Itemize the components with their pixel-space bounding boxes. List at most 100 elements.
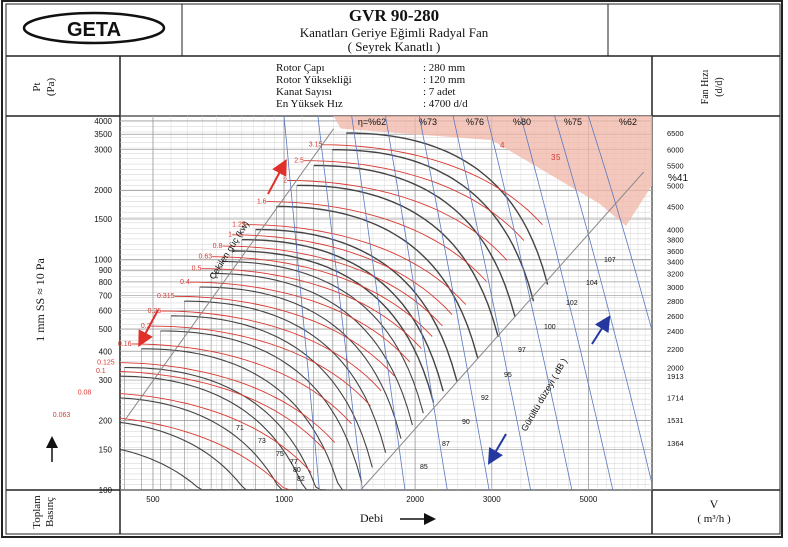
fan-speed-label: Fan Hızı xyxy=(700,69,711,104)
noise-down-arrow xyxy=(487,433,507,465)
x-tick-label: 1000 xyxy=(275,495,293,504)
power-down-arrow xyxy=(138,309,159,348)
power-curve xyxy=(150,325,371,407)
speed-label: 6000 xyxy=(667,146,684,155)
noise-label: 97 xyxy=(518,347,526,354)
efficiency-curve xyxy=(452,116,531,490)
speed-label: 3400 xyxy=(667,258,684,267)
spec-value: : 280 mm xyxy=(423,62,466,74)
x-tick-label: 2000 xyxy=(406,495,424,504)
speed-label: 6500 xyxy=(667,129,684,138)
power-curve xyxy=(120,417,291,490)
noise-label: 73 xyxy=(258,438,266,445)
power-curve-label: 4 xyxy=(500,141,505,150)
speed-curve xyxy=(120,448,258,490)
power-label: 0.5 xyxy=(192,266,202,273)
y-tick-label: 4000 xyxy=(94,117,112,126)
speed-label: 3200 xyxy=(667,270,684,279)
speed-label: 2200 xyxy=(667,345,684,354)
power-curve xyxy=(120,362,336,443)
speed-curve xyxy=(211,272,413,426)
power-curve xyxy=(304,160,525,241)
speed-curve xyxy=(120,421,282,490)
speed-curve xyxy=(296,184,499,338)
speed-label: 2400 xyxy=(667,327,684,336)
noise-up-arrow xyxy=(591,315,611,345)
speed-label: 1531 xyxy=(667,416,684,425)
power-curve xyxy=(232,234,453,316)
power-curve xyxy=(266,201,487,282)
power-label: 2 xyxy=(283,177,287,184)
model-title: GVR 90-280 xyxy=(349,6,439,25)
x-axis-title: Debi xyxy=(360,511,384,525)
power-label: 3.15 xyxy=(309,142,323,149)
efficiency-curve xyxy=(520,116,614,490)
speed-label: 1364 xyxy=(667,439,684,448)
power-curve xyxy=(245,224,467,305)
y-tick-label: 300 xyxy=(99,376,113,385)
spec-value: : 120 mm xyxy=(423,74,466,86)
geta-logo: GETA xyxy=(22,11,166,45)
efficiency-curve xyxy=(351,116,406,490)
speed-curve xyxy=(332,149,535,302)
spec-value: : 4700 d/d xyxy=(423,98,468,110)
speed-curve xyxy=(276,205,479,359)
speed-curve xyxy=(241,239,444,392)
spec-label: Kanat Sayısı xyxy=(276,86,332,98)
power-curve xyxy=(131,343,352,425)
y-tick-label: 600 xyxy=(99,307,113,316)
boundary-line xyxy=(124,128,335,421)
y-tick-label: 400 xyxy=(99,347,113,356)
speed-label: 4500 xyxy=(667,203,684,212)
y-tick-label: 3000 xyxy=(94,146,112,155)
speed-label: 5000 xyxy=(667,181,684,190)
power-curve xyxy=(174,295,395,377)
power-label: 0.08 xyxy=(78,390,92,397)
speed-label: 5500 xyxy=(667,162,684,171)
x-unit: ( m³/h ) xyxy=(697,513,731,525)
y-side-label: 1 mm SS ≈ 10 Pa xyxy=(33,258,47,342)
y-tick-label: 2000 xyxy=(94,186,112,195)
power-up-arrow xyxy=(267,158,287,195)
speed-curve xyxy=(255,228,458,382)
power-axis-title: Çekilen güç (kw) xyxy=(207,219,251,281)
noise-label: 87 xyxy=(442,441,450,448)
speed-label: 2800 xyxy=(667,297,684,306)
noise-label: 77 xyxy=(290,459,298,466)
speed-label: 1913 xyxy=(667,372,684,381)
efficiency-label: η=%62 xyxy=(358,117,386,127)
noise-label: 80 xyxy=(293,467,301,474)
basinc-label: Basınç xyxy=(44,497,56,527)
chart-labels: 500 1000 2000 3000 5000 100 150 200 300 400 500 600… xyxy=(53,117,689,504)
power-curve xyxy=(189,281,411,363)
noise-label: 82 xyxy=(297,476,305,483)
power-curve xyxy=(287,180,508,261)
efficiency-label: %80 xyxy=(513,117,531,127)
logo-text: GETA xyxy=(67,19,121,41)
power-curve xyxy=(120,371,327,452)
y-tick-label: 700 xyxy=(99,291,113,300)
y-tick-label: 200 xyxy=(99,417,113,426)
noise-label: 107 xyxy=(604,257,616,264)
power-curve-label: 5 xyxy=(556,153,561,162)
toplam-label: Toplam xyxy=(31,495,43,529)
power-label: 0.2 xyxy=(141,323,151,330)
noise-label: 90 xyxy=(462,419,470,426)
power-label: 0.25 xyxy=(148,308,162,315)
power-label: 1.6 xyxy=(257,199,267,206)
boundary-line xyxy=(360,171,645,490)
efficiency-label: %75 xyxy=(564,117,582,127)
speed-curve xyxy=(170,315,373,468)
speed-label: 3600 xyxy=(667,247,684,256)
power-label: 1.25 xyxy=(232,222,246,229)
power-label: 0.1 xyxy=(96,368,106,375)
efficiency-curve xyxy=(554,116,652,486)
right-header: Fan Hızı (d/d) xyxy=(700,69,725,104)
y-tick-label: 3500 xyxy=(94,130,112,139)
speed-label: 3000 xyxy=(667,283,684,292)
efficiency-label: %76 xyxy=(466,117,484,127)
efficiency-curve xyxy=(418,116,490,490)
power-curve xyxy=(212,256,433,337)
